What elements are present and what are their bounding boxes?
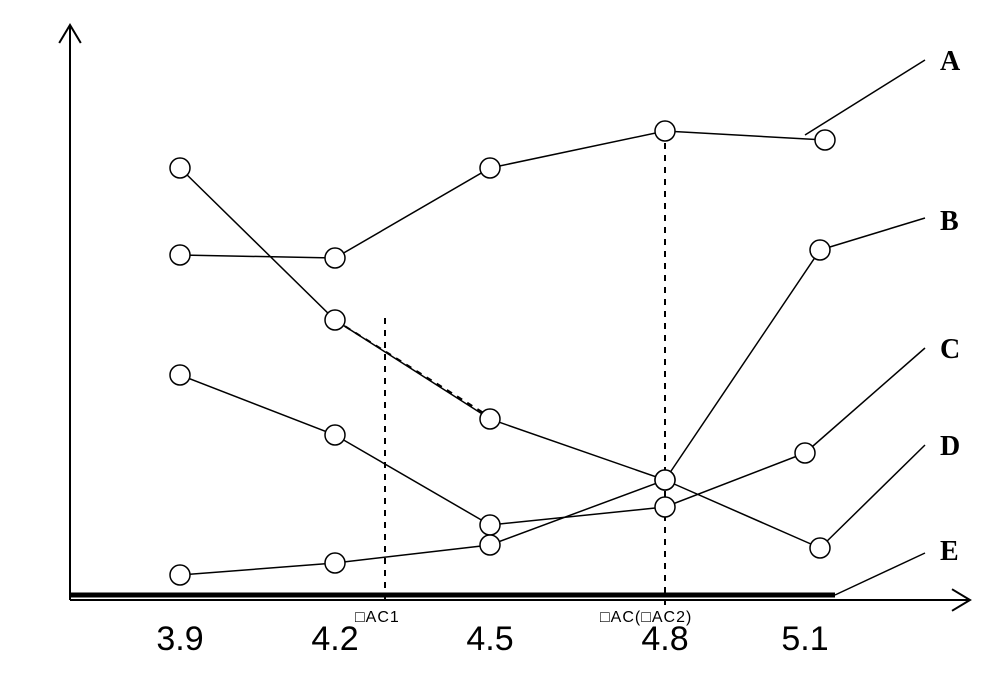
chart-background <box>0 0 1000 679</box>
series-label-E: E <box>940 536 959 567</box>
x-tick-label: 5.1 <box>781 620 828 658</box>
series-label-D: D <box>940 431 960 462</box>
marker-B <box>480 409 500 429</box>
marker-C <box>325 425 345 445</box>
dashed-marker-label: □AC(□AC2) <box>600 609 692 626</box>
marker-A <box>815 130 835 150</box>
series-label-A: A <box>940 46 961 77</box>
x-tick-label: 4.2 <box>311 620 358 658</box>
marker-A <box>170 245 190 265</box>
marker-B <box>170 158 190 178</box>
marker-C <box>480 515 500 535</box>
marker-C <box>170 365 190 385</box>
marker-D <box>325 553 345 573</box>
x-tick-label: 3.9 <box>156 620 203 658</box>
x-tick-label: 4.5 <box>466 620 513 658</box>
marker-D <box>810 538 830 558</box>
marker-D <box>170 565 190 585</box>
marker-D <box>480 535 500 555</box>
marker-D <box>655 470 675 490</box>
series-label-B: B <box>940 206 959 237</box>
marker-A <box>655 121 675 141</box>
marker-C <box>655 497 675 517</box>
marker-C <box>795 443 815 463</box>
dashed-marker-label: □AC1 <box>355 609 400 626</box>
marker-A <box>325 248 345 268</box>
marker-A <box>480 158 500 178</box>
series-label-C: C <box>940 334 960 365</box>
marker-B <box>325 310 345 330</box>
marker-B <box>810 240 830 260</box>
line-chart: 3.94.24.54.85.1□AC1□AC(□AC2)ABCDE <box>0 0 1000 679</box>
